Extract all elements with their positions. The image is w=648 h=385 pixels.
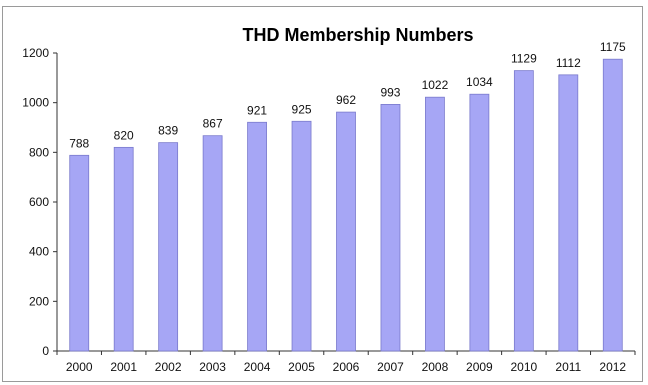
- bar: [425, 96, 445, 352]
- y-tick-label: 200: [29, 294, 49, 308]
- x-tick-label: 2012: [599, 360, 626, 374]
- y-tick-label: 1200: [22, 46, 49, 60]
- y-tick-label: 0: [42, 344, 49, 358]
- bar: [513, 70, 534, 352]
- y-tick-label: 600: [29, 195, 49, 209]
- bar: [380, 104, 401, 352]
- data-label: 867: [203, 117, 223, 131]
- bar: [291, 120, 312, 352]
- data-label: 1175: [600, 40, 626, 54]
- x-tick-label: 2007: [377, 360, 404, 374]
- x-tick-label: 2003: [199, 360, 226, 374]
- chart-title: THD Membership Numbers: [242, 25, 473, 45]
- bars: [69, 58, 623, 352]
- x-tick-label: 2009: [466, 360, 493, 374]
- data-label: 839: [158, 124, 178, 138]
- data-label: 1034: [466, 75, 493, 89]
- y-axis: 0 200 400 600 800 1000 1200: [22, 46, 58, 358]
- data-label: 1022: [422, 78, 449, 92]
- data-label: 962: [336, 93, 356, 107]
- x-tick-label: 2011: [555, 360, 581, 374]
- x-tick-label: 2004: [244, 360, 271, 374]
- data-label: 993: [380, 85, 400, 99]
- bar: [558, 74, 579, 352]
- chart-frame: [2, 6, 643, 382]
- x-tick-label: 2006: [333, 360, 360, 374]
- y-tick-label: 800: [29, 145, 49, 159]
- y-tick-label: 400: [29, 245, 49, 259]
- bar: [602, 58, 623, 352]
- data-label: 925: [292, 102, 312, 116]
- data-label: 921: [247, 103, 267, 117]
- bar: [247, 121, 267, 352]
- y-tick-label: 1000: [22, 96, 49, 110]
- x-tick-label: 2001: [110, 360, 137, 374]
- bar: [202, 135, 223, 352]
- x-tick-label: 2005: [288, 360, 315, 374]
- bar: [469, 93, 490, 352]
- bar: [336, 111, 356, 352]
- x-tick-label: 2000: [66, 360, 93, 374]
- x-tick-label: 2008: [422, 360, 449, 374]
- x-tick-label: 2010: [510, 360, 537, 374]
- data-labels: 788 820 839 867 921 925 962 993 1022 1034 1129 1112…: [69, 40, 626, 150]
- bar: [69, 154, 90, 352]
- bar: [158, 142, 179, 352]
- data-label: 788: [69, 136, 89, 150]
- x-axis: 2000 2001 2002 2003 2004 2005 2006 2007 2008 2009…: [56, 350, 636, 374]
- bar: [113, 146, 134, 352]
- data-label: 1112: [556, 56, 581, 70]
- data-label: 1129: [511, 52, 537, 66]
- data-label: 820: [114, 128, 134, 142]
- x-tick-label: 2002: [155, 360, 182, 374]
